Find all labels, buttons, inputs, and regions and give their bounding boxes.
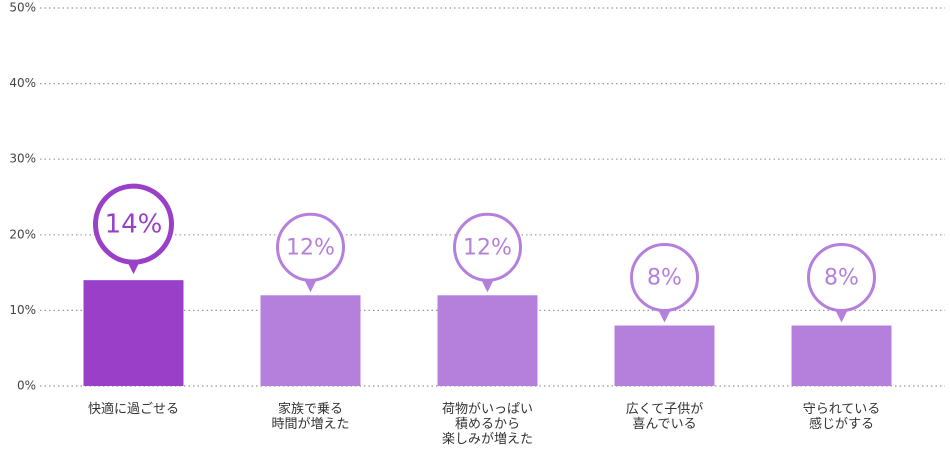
bar (791, 325, 892, 386)
bubble (93, 183, 174, 265)
x-tick-label: 家族で乗る 時間が増えた (271, 402, 350, 432)
bubble (453, 212, 522, 282)
bar (260, 295, 361, 386)
y-tick-label: 20% (9, 227, 36, 241)
y-tick-label: 40% (9, 76, 36, 90)
bubble (807, 243, 876, 313)
bar (437, 295, 538, 386)
value-label: 12% (286, 235, 335, 260)
x-tick-label: 守られている 感じがする (802, 402, 881, 432)
bar (614, 325, 715, 386)
bubble (276, 212, 345, 282)
bubble (630, 243, 699, 313)
y-tick-label: 30% (9, 152, 36, 166)
x-tick-label: 荷物がいっぱい 積めるから 楽しみが増えた (441, 402, 533, 447)
y-tick-label: 10% (9, 303, 36, 317)
y-tick-label: 0% (17, 379, 36, 393)
value-label: 8% (824, 266, 859, 291)
value-label: 14% (105, 210, 163, 240)
x-tick-label: 快適に過ごせる (87, 402, 179, 417)
bar (83, 280, 184, 386)
value-label: 12% (463, 235, 512, 260)
y-tick-label: 50% (9, 1, 36, 15)
value-label: 8% (647, 266, 682, 291)
x-tick-label: 広くて子供が 喜んでいる (625, 402, 704, 432)
